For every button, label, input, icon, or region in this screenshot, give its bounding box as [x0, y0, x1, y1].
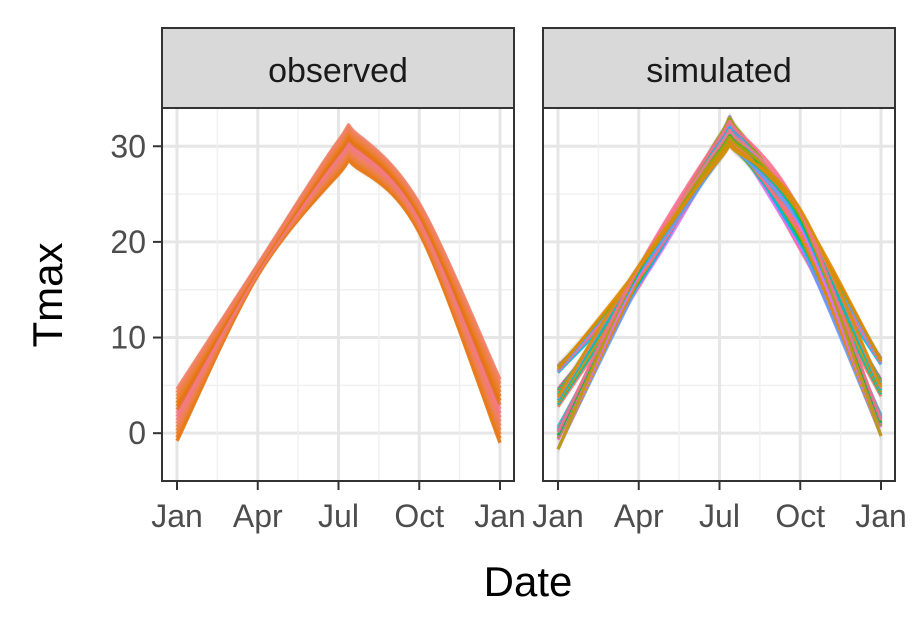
x-tick-label: Apr — [614, 498, 664, 534]
series-lines-observed — [175, 123, 502, 444]
x-tick-label: Oct — [775, 498, 825, 534]
x-tick-label: Apr — [233, 498, 283, 534]
x-tick-label: Jan — [474, 498, 526, 534]
x-tick-label: Oct — [394, 498, 444, 534]
series-line — [556, 144, 883, 398]
panel-observed: observed Jan Apr Jul Oct Jan — [151, 27, 526, 534]
x-tick-label: Jan — [855, 498, 907, 534]
facet-label-observed: observed — [268, 52, 408, 90]
x-tick-label: Jan — [532, 498, 584, 534]
x-tick-label: Jul — [699, 498, 740, 534]
series-line — [556, 119, 883, 434]
panel-simulated: simulated Jan Apr Jul Oct Jan — [532, 27, 907, 534]
y-tick-label: 0 — [128, 415, 146, 451]
series-lines-simulated — [556, 115, 883, 451]
y-tick-label: 30 — [110, 128, 146, 164]
x-tick-label: Jan — [151, 498, 203, 534]
y-tick-label: 20 — [110, 224, 146, 260]
x-tick-label: Jul — [318, 498, 359, 534]
x-axis-observed: Jan Apr Jul Oct Jan — [151, 481, 526, 534]
x-axis-simulated: Jan Apr Jul Oct Jan — [532, 481, 907, 534]
y-axis-title: Tmax — [24, 243, 71, 348]
facet-strip-simulated — [542, 27, 896, 109]
y-tick-label: 10 — [110, 320, 146, 356]
x-axis-title: Date — [484, 558, 573, 605]
y-axis: 0 10 20 30 — [110, 128, 162, 451]
series-line — [175, 123, 502, 391]
series-line — [556, 135, 883, 451]
facet-label-simulated: simulated — [646, 52, 792, 90]
facet-strip-observed — [161, 27, 515, 109]
confidence-band — [558, 140, 881, 402]
